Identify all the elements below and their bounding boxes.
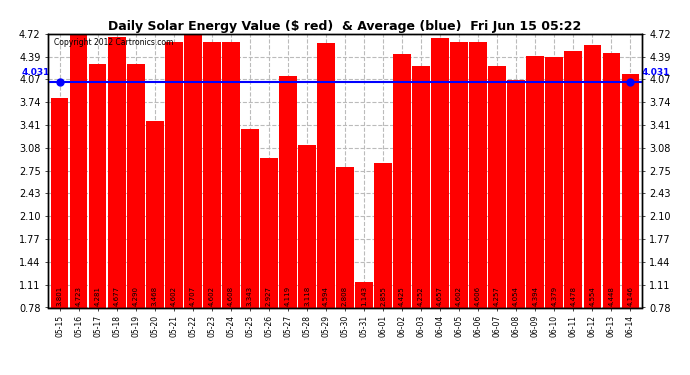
Bar	[298, 145, 316, 308]
Bar	[70, 33, 88, 308]
Bar	[89, 64, 106, 308]
Text: Copyright 2012 Cartronics.com: Copyright 2012 Cartronics.com	[55, 38, 174, 47]
Text: 3.468: 3.468	[152, 286, 158, 306]
Text: 4.252: 4.252	[418, 286, 424, 306]
Bar	[260, 158, 277, 308]
Text: 4.707: 4.707	[190, 286, 196, 306]
Text: 4.606: 4.606	[475, 286, 481, 306]
Text: 4.478: 4.478	[570, 286, 576, 306]
Text: 3.118: 3.118	[304, 286, 310, 306]
Bar	[584, 45, 601, 308]
Text: 4.257: 4.257	[494, 286, 500, 306]
Bar	[127, 64, 144, 308]
Text: 4.723: 4.723	[76, 286, 81, 306]
Text: 1.143: 1.143	[361, 286, 367, 306]
Bar	[469, 42, 487, 308]
Text: 4.394: 4.394	[532, 286, 538, 306]
Title: Daily Solar Energy Value ($ red)  & Average (blue)  Fri Jun 15 05:22: Daily Solar Energy Value ($ red) & Avera…	[108, 20, 582, 33]
Text: 4.602: 4.602	[456, 286, 462, 306]
Bar	[146, 121, 164, 308]
Bar	[355, 282, 373, 308]
Bar	[393, 54, 411, 307]
Bar	[374, 164, 392, 308]
Text: 2.855: 2.855	[380, 286, 386, 306]
Bar	[622, 74, 639, 308]
Text: 4.425: 4.425	[399, 286, 405, 306]
Text: 4.281: 4.281	[95, 286, 101, 306]
Bar	[431, 38, 449, 308]
Bar	[241, 129, 259, 308]
Text: 2.808: 2.808	[342, 286, 348, 306]
Text: 4.119: 4.119	[285, 286, 291, 306]
Bar	[602, 53, 620, 308]
Bar	[564, 51, 582, 308]
Text: 4.146: 4.146	[627, 286, 633, 306]
Bar	[165, 42, 183, 308]
Bar	[413, 66, 430, 308]
Bar	[51, 98, 68, 308]
Text: 4.657: 4.657	[437, 286, 443, 306]
Bar	[489, 66, 506, 308]
Text: 3.343: 3.343	[247, 286, 253, 306]
Bar	[279, 75, 297, 308]
Bar	[507, 80, 525, 308]
Bar	[222, 42, 239, 308]
Bar	[451, 42, 468, 308]
Text: 4.290: 4.290	[132, 286, 139, 306]
Bar	[108, 37, 126, 308]
Bar	[336, 166, 354, 308]
Bar	[526, 56, 544, 308]
Text: 4.054: 4.054	[513, 286, 519, 306]
Text: 4.031: 4.031	[22, 69, 50, 78]
Bar	[203, 42, 221, 308]
Text: 4.031: 4.031	[642, 69, 670, 78]
Bar	[184, 34, 201, 308]
Text: 4.594: 4.594	[323, 286, 329, 306]
Text: 4.677: 4.677	[114, 286, 120, 306]
Text: 4.608: 4.608	[228, 286, 234, 306]
Text: 4.554: 4.554	[589, 286, 595, 306]
Text: 3.801: 3.801	[57, 286, 63, 306]
Text: 4.448: 4.448	[609, 286, 614, 306]
Text: 4.379: 4.379	[551, 286, 558, 306]
Text: 2.927: 2.927	[266, 286, 272, 306]
Bar	[546, 57, 563, 308]
Text: 4.602: 4.602	[209, 286, 215, 306]
Bar	[317, 42, 335, 308]
Text: 4.602: 4.602	[171, 286, 177, 306]
